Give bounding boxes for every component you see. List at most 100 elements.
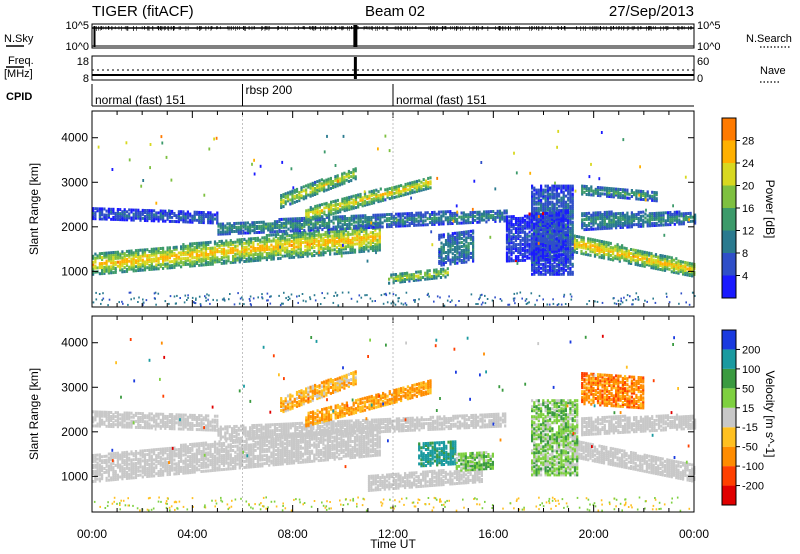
echo-cell	[637, 197, 640, 201]
echo-cell	[328, 225, 331, 229]
echo-cell	[406, 271, 409, 275]
echo-cell	[514, 227, 518, 231]
echo-cell	[225, 251, 228, 255]
echo-cell	[372, 191, 376, 195]
echo-cell	[342, 245, 345, 249]
echo-cell	[668, 267, 671, 271]
echo-cell	[321, 203, 324, 207]
echo-cell	[173, 212, 176, 215]
echo-cell	[268, 251, 271, 255]
echo-cell	[315, 237, 318, 241]
echo-cell	[451, 216, 454, 219]
echo-cell	[303, 222, 306, 226]
echo-cell	[372, 221, 375, 225]
echo-cell	[233, 224, 236, 227]
echo-cell	[353, 228, 357, 232]
echo-cell	[294, 217, 297, 221]
echo-cell	[521, 246, 524, 250]
echo-cell	[211, 221, 214, 225]
echo-cell	[392, 218, 395, 222]
echo-cell	[417, 274, 420, 278]
echo-cell	[143, 260, 147, 264]
echo-cell	[305, 192, 308, 196]
echo-cell	[308, 246, 311, 250]
echo-cell	[367, 241, 370, 245]
echo-cell	[211, 213, 214, 217]
echo-cell	[347, 231, 350, 235]
echo-cell	[469, 241, 472, 245]
echo-cell	[582, 236, 585, 240]
echo-cell	[569, 226, 572, 230]
echo-cell	[202, 253, 205, 257]
echo-cell	[184, 258, 187, 262]
echo-cell	[395, 191, 398, 195]
echo-cell	[369, 245, 372, 249]
echo-cell	[551, 225, 554, 229]
echo-cell	[372, 199, 376, 203]
echo-cell	[328, 217, 331, 221]
echo-cell	[313, 254, 316, 257]
echo-cell	[182, 210, 185, 214]
echo-cell	[453, 215, 456, 219]
echo-cell	[480, 218, 483, 222]
echo-cell	[301, 251, 305, 254]
echo-cell	[560, 217, 563, 221]
echo-cell	[180, 253, 183, 257]
echo-cell	[358, 234, 361, 238]
echo-cell	[313, 232, 316, 235]
echo-cell	[204, 259, 208, 263]
echo-cell	[596, 239, 599, 243]
echo-cell	[112, 207, 115, 211]
echo-cell	[454, 245, 457, 249]
echo-cell	[347, 171, 350, 175]
echo-cell	[374, 217, 377, 221]
echo-cell	[501, 217, 504, 221]
echo-cell	[399, 220, 402, 224]
echo-cell	[379, 225, 382, 229]
echo-cell	[290, 249, 293, 253]
echo-cell	[243, 252, 246, 255]
echo-cell	[298, 195, 301, 198]
echo-cell	[219, 224, 222, 228]
echo-cell	[446, 210, 450, 214]
echo-cell	[272, 233, 275, 237]
echo-cell	[413, 186, 416, 190]
echo-cell	[308, 248, 311, 252]
echo-cell	[270, 243, 273, 247]
echo-cell	[211, 262, 214, 266]
echo-cell	[259, 254, 262, 258]
echo-cell	[327, 213, 330, 217]
echo-cell	[279, 256, 282, 260]
echo-cell	[238, 256, 241, 260]
echo-cell	[217, 222, 220, 226]
echo-cell	[254, 247, 257, 250]
echo-cell	[114, 256, 117, 260]
echo-cell	[424, 179, 428, 183]
echo-cell	[298, 223, 301, 227]
echo-cell	[265, 242, 268, 245]
echo-cell	[146, 215, 149, 219]
echo-cell	[542, 188, 545, 192]
echo-cell	[349, 232, 352, 236]
echo-cell	[177, 261, 180, 265]
echo-cell	[553, 264, 556, 268]
echo-cell	[200, 253, 203, 257]
echo-cell	[401, 272, 404, 276]
echo-cell	[162, 254, 165, 258]
echo-cell	[290, 243, 293, 247]
echo-cell	[114, 254, 117, 258]
echo-cell	[103, 271, 106, 275]
echo-cell	[673, 222, 676, 226]
echo-cell	[107, 255, 110, 259]
echo-cell	[537, 206, 540, 210]
echo-cell	[353, 232, 357, 236]
echo-cell	[483, 210, 486, 214]
echo-cell	[417, 221, 420, 225]
echo-cell	[364, 218, 367, 222]
echo-cell	[224, 230, 227, 234]
echo-cell	[326, 246, 329, 250]
echo-cell	[249, 223, 252, 227]
echo-cell	[546, 184, 549, 188]
echo-cell	[273, 226, 277, 230]
